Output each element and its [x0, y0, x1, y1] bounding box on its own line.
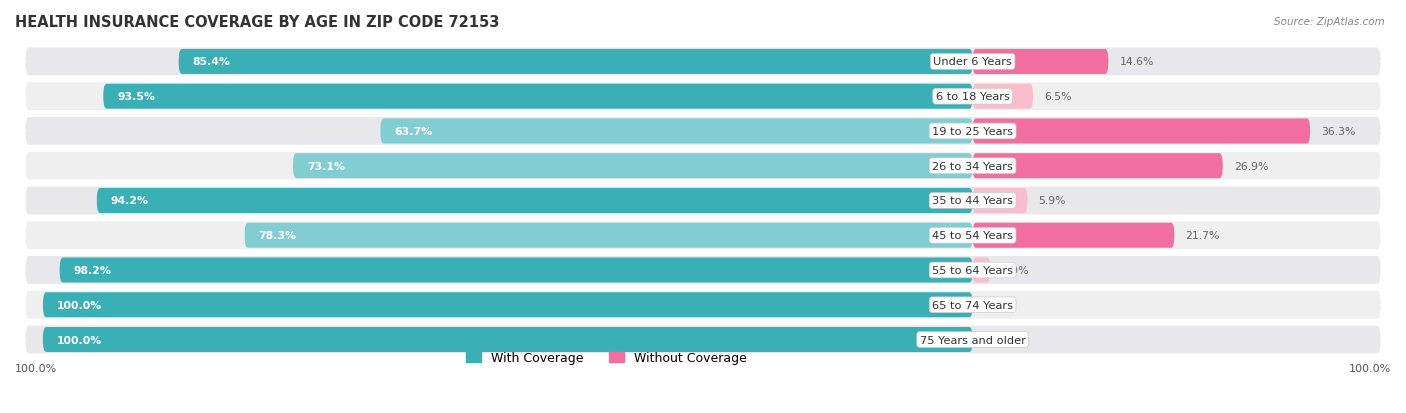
FancyBboxPatch shape	[381, 119, 973, 144]
FancyBboxPatch shape	[24, 186, 1382, 216]
FancyBboxPatch shape	[24, 325, 1382, 355]
Text: 100.0%: 100.0%	[56, 335, 103, 345]
Text: 100.0%: 100.0%	[56, 300, 103, 310]
FancyBboxPatch shape	[973, 85, 1033, 109]
FancyBboxPatch shape	[973, 188, 1028, 214]
Text: 45 to 54 Years: 45 to 54 Years	[932, 231, 1014, 241]
FancyBboxPatch shape	[24, 290, 1382, 320]
FancyBboxPatch shape	[973, 119, 1310, 144]
Text: 1.9%: 1.9%	[1001, 265, 1029, 275]
FancyBboxPatch shape	[103, 85, 973, 109]
FancyBboxPatch shape	[179, 50, 973, 75]
Text: 0.0%: 0.0%	[984, 335, 1011, 345]
Text: 85.4%: 85.4%	[193, 57, 231, 67]
Text: 21.7%: 21.7%	[1185, 231, 1220, 241]
FancyBboxPatch shape	[97, 188, 973, 214]
Text: 14.6%: 14.6%	[1119, 57, 1154, 67]
Text: 19 to 25 Years: 19 to 25 Years	[932, 127, 1014, 137]
Text: Source: ZipAtlas.com: Source: ZipAtlas.com	[1274, 17, 1385, 26]
Text: 100.0%: 100.0%	[1348, 363, 1391, 373]
FancyBboxPatch shape	[24, 221, 1382, 251]
Legend: With Coverage, Without Coverage: With Coverage, Without Coverage	[467, 351, 747, 364]
FancyBboxPatch shape	[24, 255, 1382, 285]
FancyBboxPatch shape	[24, 47, 1382, 77]
FancyBboxPatch shape	[245, 223, 973, 248]
Text: 63.7%: 63.7%	[394, 127, 433, 137]
FancyBboxPatch shape	[973, 50, 1108, 75]
Text: HEALTH INSURANCE COVERAGE BY AGE IN ZIP CODE 72153: HEALTH INSURANCE COVERAGE BY AGE IN ZIP …	[15, 15, 499, 30]
Text: 26 to 34 Years: 26 to 34 Years	[932, 161, 1014, 171]
FancyBboxPatch shape	[973, 223, 1174, 248]
Text: 75 Years and older: 75 Years and older	[920, 335, 1025, 345]
FancyBboxPatch shape	[44, 327, 973, 352]
FancyBboxPatch shape	[44, 292, 973, 318]
Text: 65 to 74 Years: 65 to 74 Years	[932, 300, 1014, 310]
Text: 36.3%: 36.3%	[1322, 127, 1355, 137]
FancyBboxPatch shape	[24, 152, 1382, 181]
Text: 26.9%: 26.9%	[1234, 161, 1268, 171]
Text: 98.2%: 98.2%	[73, 265, 111, 275]
Text: 93.5%: 93.5%	[117, 92, 155, 102]
Text: 55 to 64 Years: 55 to 64 Years	[932, 265, 1014, 275]
Text: 94.2%: 94.2%	[111, 196, 149, 206]
Text: 5.9%: 5.9%	[1039, 196, 1066, 206]
FancyBboxPatch shape	[973, 154, 1223, 179]
Text: 6.5%: 6.5%	[1045, 92, 1071, 102]
Text: Under 6 Years: Under 6 Years	[934, 57, 1012, 67]
FancyBboxPatch shape	[59, 258, 973, 283]
FancyBboxPatch shape	[973, 258, 990, 283]
FancyBboxPatch shape	[24, 117, 1382, 147]
Text: 35 to 44 Years: 35 to 44 Years	[932, 196, 1014, 206]
Text: 100.0%: 100.0%	[15, 363, 58, 373]
Text: 78.3%: 78.3%	[259, 231, 297, 241]
FancyBboxPatch shape	[24, 82, 1382, 112]
Text: 0.0%: 0.0%	[984, 300, 1011, 310]
Text: 6 to 18 Years: 6 to 18 Years	[935, 92, 1010, 102]
FancyBboxPatch shape	[292, 154, 973, 179]
Text: 73.1%: 73.1%	[307, 161, 344, 171]
